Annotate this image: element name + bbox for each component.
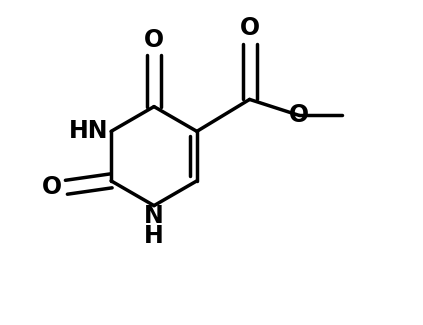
Text: O: O (239, 16, 260, 40)
Text: HN: HN (69, 119, 108, 143)
Text: O: O (289, 103, 309, 127)
Text: N: N (144, 204, 164, 228)
Text: O: O (41, 175, 62, 199)
Text: H: H (144, 224, 164, 248)
Text: O: O (144, 28, 164, 52)
